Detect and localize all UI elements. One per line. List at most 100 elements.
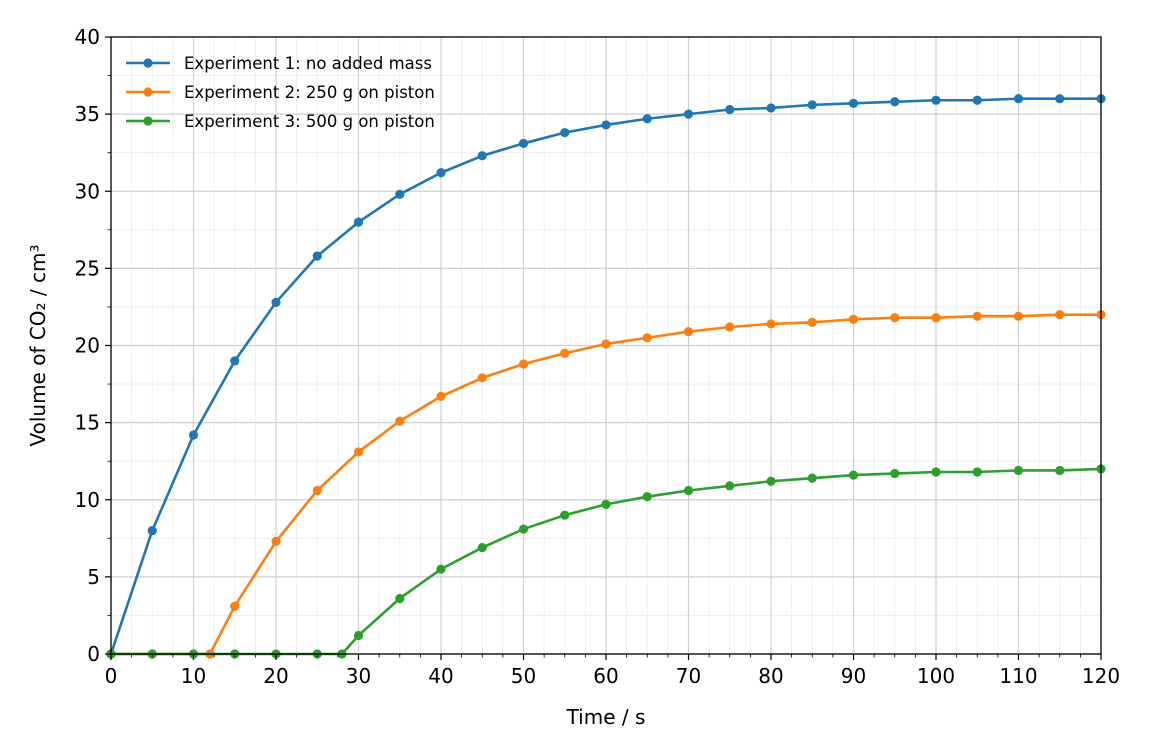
series-1-point bbox=[271, 297, 281, 307]
series-2-point bbox=[931, 313, 941, 323]
series-1-point bbox=[725, 104, 735, 115]
series-2-point bbox=[683, 327, 694, 337]
x-tick-label: 40 bbox=[428, 664, 453, 688]
series-3-point bbox=[395, 593, 405, 604]
y-axis-label: Volume of CO₂ / cm³ bbox=[26, 244, 50, 446]
y-tick-label: 20 bbox=[75, 334, 100, 358]
y-tick-label: 30 bbox=[75, 179, 100, 203]
axis-ticks bbox=[105, 36, 1102, 660]
series-3-point bbox=[848, 470, 859, 480]
series-1-point bbox=[766, 103, 776, 113]
series-2-point bbox=[395, 416, 405, 426]
series-1-point bbox=[436, 168, 446, 178]
series-3-point bbox=[683, 485, 694, 496]
series-3-point bbox=[560, 510, 570, 520]
legend-label: Experiment 1: no added mass bbox=[184, 54, 432, 73]
series-3-point bbox=[477, 542, 487, 553]
series-3-point bbox=[518, 524, 529, 534]
series-1-point bbox=[518, 138, 529, 149]
series-3-point bbox=[1013, 465, 1024, 476]
y-tick-label: 25 bbox=[75, 256, 100, 280]
series-3-point bbox=[601, 499, 611, 509]
x-tick-label: 100 bbox=[917, 664, 955, 688]
series-2-point bbox=[230, 601, 240, 611]
series-1-point bbox=[642, 114, 652, 124]
series-1-point bbox=[807, 100, 817, 110]
series-3-point bbox=[890, 468, 900, 479]
x-tick-label: 120 bbox=[1082, 664, 1120, 688]
series-2-point bbox=[972, 311, 982, 321]
series-2-point bbox=[725, 322, 735, 332]
legend: Experiment 1: no added mass Experiment 2:… bbox=[126, 54, 435, 131]
series-1-point bbox=[848, 98, 859, 108]
series-layer bbox=[106, 94, 1106, 659]
series-2-point bbox=[807, 317, 817, 327]
series-1-point bbox=[1055, 94, 1065, 104]
x-tick-label: 20 bbox=[263, 664, 288, 688]
series-1-point bbox=[353, 217, 364, 227]
series-3-point bbox=[931, 467, 941, 477]
series-3-point bbox=[353, 630, 364, 641]
y-tick-label: 5 bbox=[87, 565, 100, 589]
y-tick-label: 15 bbox=[75, 411, 100, 435]
x-tick-label: 0 bbox=[105, 664, 118, 688]
y-tick-label: 35 bbox=[75, 102, 100, 126]
series-1-point bbox=[890, 97, 900, 107]
y-tick-label: 40 bbox=[75, 25, 100, 49]
series-2-point bbox=[560, 348, 570, 358]
series-2-point bbox=[271, 536, 281, 546]
series-1-point bbox=[931, 95, 941, 105]
legend-marker bbox=[143, 58, 153, 68]
legend-marker bbox=[143, 116, 153, 126]
legend-label: Experiment 3: 500 g on piston bbox=[184, 112, 435, 131]
series-1-point bbox=[1013, 94, 1024, 104]
series-1-point bbox=[683, 109, 694, 119]
series-1-point bbox=[312, 251, 322, 261]
series-2-point bbox=[518, 359, 529, 369]
series-2-point bbox=[436, 391, 446, 402]
series-2-point bbox=[1055, 310, 1065, 320]
series-1-point bbox=[560, 128, 570, 138]
series-1-point bbox=[972, 95, 982, 105]
x-tick-label: 90 bbox=[841, 664, 866, 688]
x-axis-label: Time / s bbox=[566, 705, 646, 729]
x-tick-label: 30 bbox=[346, 664, 371, 688]
series-2-line bbox=[109, 313, 1103, 656]
x-tick-label: 80 bbox=[758, 664, 783, 688]
x-tick-label: 70 bbox=[676, 664, 701, 688]
y-tick-label: 0 bbox=[87, 642, 100, 666]
legend-item-1: Experiment 1: no added mass bbox=[126, 54, 432, 73]
series-2-point bbox=[766, 319, 776, 329]
series-3-point bbox=[725, 481, 735, 491]
series-3-point bbox=[1055, 465, 1065, 476]
series-3-point bbox=[766, 476, 776, 486]
series-2-point bbox=[1013, 311, 1024, 321]
series-1-point bbox=[230, 356, 240, 366]
series-2 bbox=[106, 310, 1106, 659]
series-2-point bbox=[890, 313, 900, 323]
tick-labels: 0 10 20 30 40 50 60 70 80 90 100 110 120 0 5 10 15 20 25 30… bbox=[75, 25, 1121, 688]
x-tick-label: 110 bbox=[999, 664, 1037, 688]
series-2-point bbox=[848, 314, 859, 324]
series-1-point bbox=[395, 189, 405, 199]
series-1-point bbox=[188, 430, 199, 440]
series-2-point bbox=[601, 339, 611, 349]
series-2-point bbox=[353, 447, 364, 457]
series-3-point bbox=[642, 492, 652, 502]
legend-item-3: Experiment 3: 500 g on piston bbox=[126, 112, 435, 131]
legend-marker bbox=[143, 87, 153, 97]
legend-item-2: Experiment 2: 250 g on piston bbox=[126, 83, 435, 102]
series-2-point bbox=[477, 373, 487, 383]
series-1-point bbox=[147, 526, 157, 536]
series-1-point bbox=[477, 151, 487, 161]
x-tick-label: 50 bbox=[511, 664, 536, 688]
legend-label: Experiment 2: 250 g on piston bbox=[184, 83, 435, 102]
series-3-point bbox=[972, 467, 982, 477]
series-3-point bbox=[436, 564, 446, 574]
series-2-point bbox=[312, 485, 322, 496]
series-3-point bbox=[807, 473, 817, 483]
x-tick-label: 10 bbox=[181, 664, 206, 688]
series-1-point bbox=[601, 120, 611, 130]
